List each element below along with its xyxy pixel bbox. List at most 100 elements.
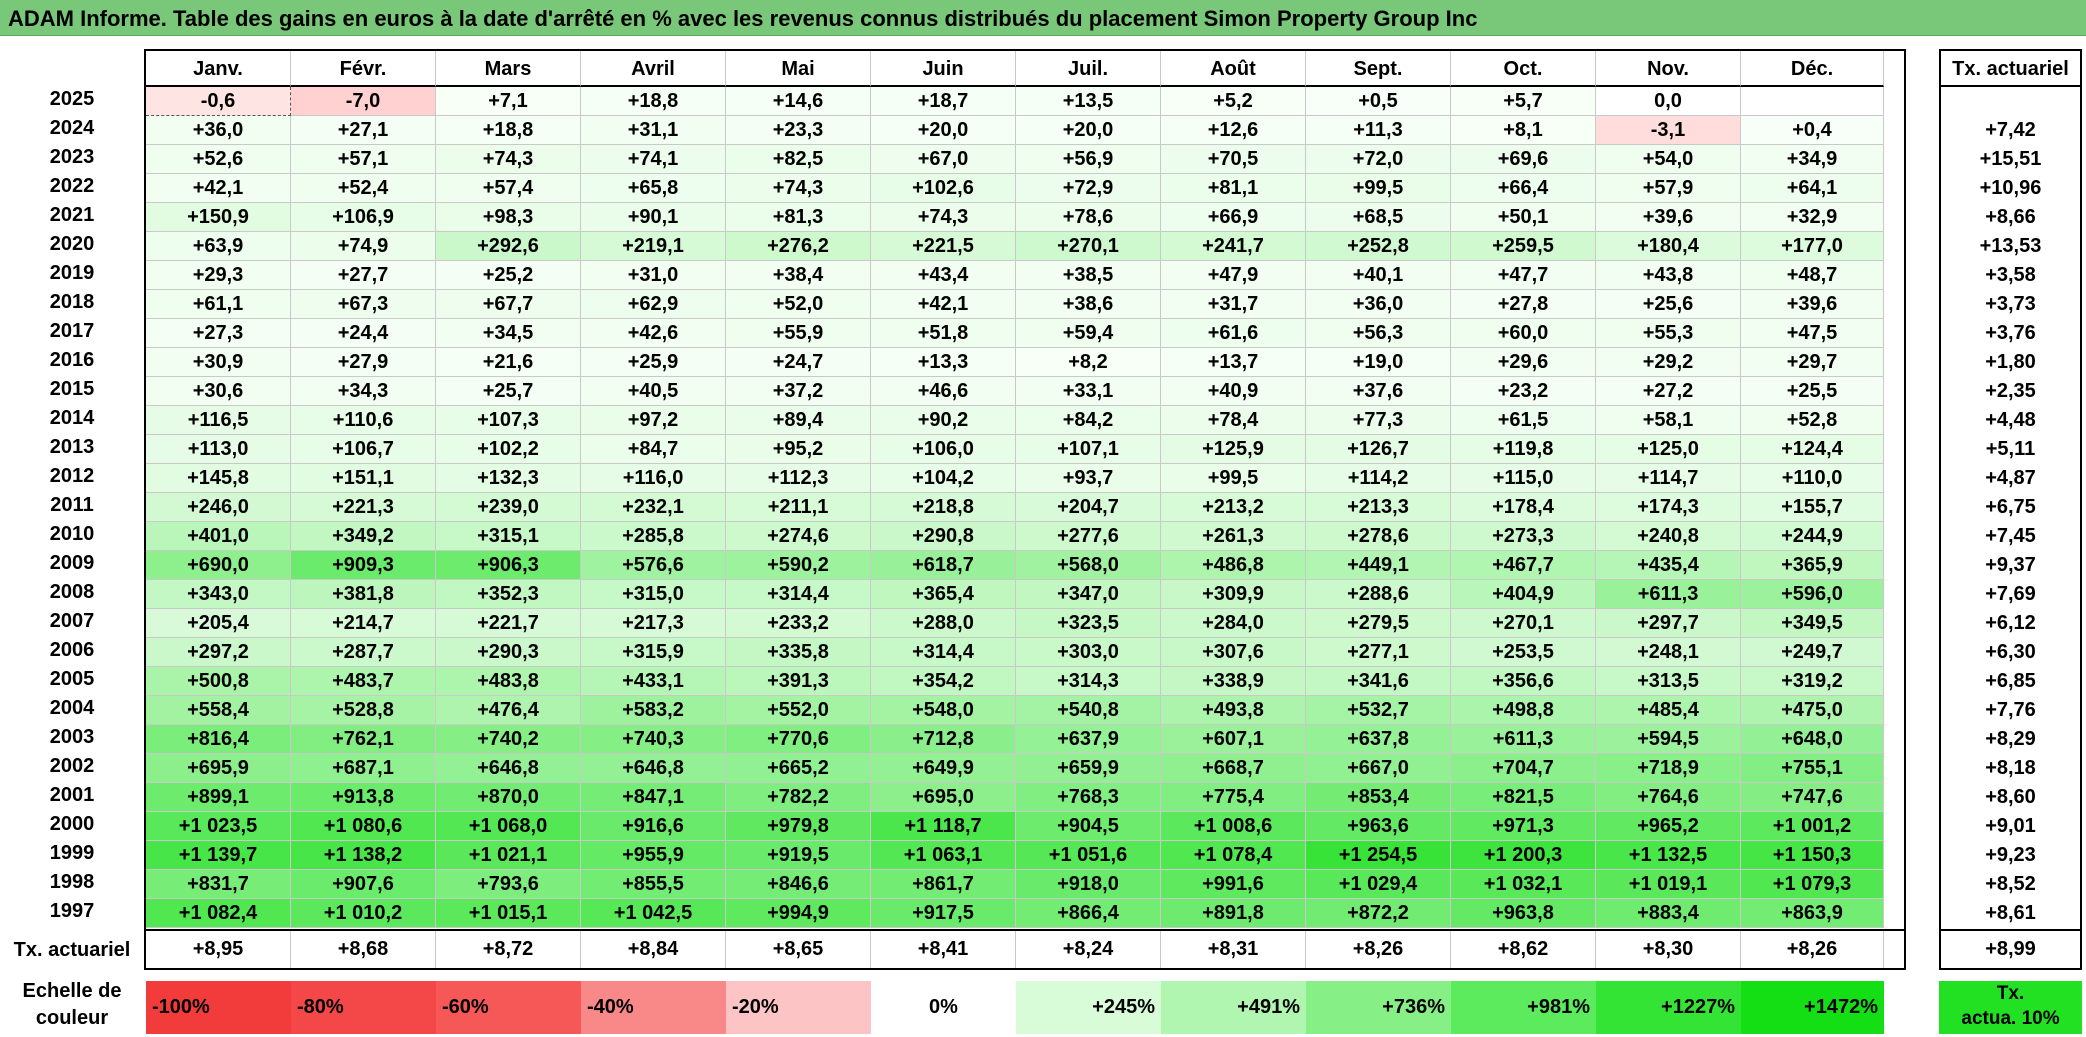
table-cell: +467,7 — [1451, 551, 1596, 580]
table-cell: +917,5 — [871, 899, 1016, 928]
table-cell: +1 015,1 — [436, 899, 581, 928]
table-cell: +18,8 — [581, 87, 726, 116]
month-header: Sept. — [1306, 51, 1451, 87]
table-cell: +67,7 — [436, 290, 581, 319]
table-cell: +214,7 — [291, 609, 436, 638]
table-cell: +106,9 — [291, 203, 436, 232]
table-cell: +594,5 — [1596, 725, 1741, 754]
annual-rate-cell: +6,30 — [1985, 641, 2036, 663]
table-cell: +25,5 — [1741, 377, 1884, 406]
table-cell: +52,8 — [1741, 406, 1884, 435]
annual-rate-value: +8,31 — [1161, 931, 1306, 968]
color-scale-label-line1: Echelle de — [22, 980, 122, 1002]
table-cell: +768,3 — [1016, 783, 1161, 812]
table-cell: +667,0 — [1306, 754, 1451, 783]
table-cell: +253,5 — [1451, 638, 1596, 667]
table-cell: +762,1 — [291, 725, 436, 754]
table-cell: +30,6 — [146, 377, 291, 406]
table-cell: +637,8 — [1306, 725, 1451, 754]
table-cell: +816,4 — [146, 725, 291, 754]
table-cell: +712,8 — [871, 725, 1016, 754]
table-cell: +611,3 — [1451, 725, 1596, 754]
table-cell: +25,7 — [436, 377, 581, 406]
annual-rate-column: Tx. actuariel +7,42 +15,51 +10,96 +8,66 +13,… — [1939, 49, 2082, 931]
table-cell: +59,4 — [1016, 319, 1161, 348]
table-cell: +102,2 — [436, 435, 581, 464]
table-cell: +1 042,5 — [581, 899, 726, 928]
table-cell: +646,8 — [436, 754, 581, 783]
annual-rate-value: +8,24 — [1016, 931, 1161, 968]
annual-rate-cell: +15,51 — [1979, 148, 2042, 170]
annual-rate-cell: +8,18 — [1985, 757, 2036, 779]
table-cell: +62,9 — [581, 290, 726, 319]
table-cell: +532,7 — [1306, 696, 1451, 725]
table-cell: +740,2 — [436, 725, 581, 754]
table-cell: +25,2 — [436, 261, 581, 290]
table-cell: +34,9 — [1741, 145, 1884, 174]
table-cell: +483,8 — [436, 667, 581, 696]
year-label: 2019 — [49, 262, 95, 284]
year-label: 2024 — [49, 117, 95, 139]
annual-rate-total: +8,99 — [1939, 931, 2082, 970]
table-cell: +38,6 — [1016, 290, 1161, 319]
table-cell: +354,2 — [871, 667, 1016, 696]
table-cell: +1 023,5 — [146, 812, 291, 841]
table-cell: +1 080,6 — [291, 812, 436, 841]
annual-rate-value: +8,95 — [146, 931, 291, 968]
year-label: 2009 — [49, 552, 95, 574]
table-cell: +637,9 — [1016, 725, 1161, 754]
annual-rate-row: Tx. actuariel +8,95 +8,68 +8,72 +8,84 +8,65 +… — [0, 931, 1906, 970]
table-cell: +315,1 — [436, 522, 581, 551]
table-cell: +568,0 — [1016, 551, 1161, 580]
table-cell: +259,5 — [1451, 232, 1596, 261]
table-cell: +493,8 — [1161, 696, 1306, 725]
table-cell: +57,9 — [1596, 174, 1741, 203]
table-cell: +246,0 — [146, 493, 291, 522]
table-cell: +23,2 — [1451, 377, 1596, 406]
table-cell: +665,2 — [726, 754, 871, 783]
table-cell: +646,8 — [581, 754, 726, 783]
annual-rate-value: +8,26 — [1306, 931, 1451, 968]
table-cell: +913,8 — [291, 783, 436, 812]
table-cell: +899,1 — [146, 783, 291, 812]
table-cell: +252,8 — [1306, 232, 1451, 261]
table-cell: +211,1 — [726, 493, 871, 522]
table-cell: +249,7 — [1741, 638, 1884, 667]
table-cell: +314,4 — [726, 580, 871, 609]
table-cell: +740,3 — [581, 725, 726, 754]
table-cell: +68,5 — [1306, 203, 1451, 232]
color-scale-rate-line1: Tx. — [1996, 983, 2025, 1004]
table-cell: +64,1 — [1741, 174, 1884, 203]
table-cell: +607,1 — [1161, 725, 1306, 754]
table-cell: +98,3 — [436, 203, 581, 232]
table-cell: +132,3 — [436, 464, 581, 493]
table-cell: +25,6 — [1596, 290, 1741, 319]
table-cell: +112,3 — [726, 464, 871, 493]
table-cell: +0,5 — [1306, 87, 1451, 116]
table-cell: +61,1 — [146, 290, 291, 319]
table-cell: +309,9 — [1161, 580, 1306, 609]
table-cell: +74,9 — [291, 232, 436, 261]
table-cell: +70,5 — [1161, 145, 1306, 174]
table-cell: +381,8 — [291, 580, 436, 609]
table-cell: +38,4 — [726, 261, 871, 290]
table-cell: +57,1 — [291, 145, 436, 174]
table-cell: +72,9 — [1016, 174, 1161, 203]
table-cell: +313,5 — [1596, 667, 1741, 696]
annual-rate-cell: +13,53 — [1979, 235, 2042, 257]
table-cell: +20,0 — [871, 116, 1016, 145]
table-cell: +13,5 — [1016, 87, 1161, 116]
month-header: Juil. — [1016, 51, 1161, 87]
table-cell: +99,5 — [1161, 464, 1306, 493]
table-cell: +290,3 — [436, 638, 581, 667]
table-cell: +8,1 — [1451, 116, 1596, 145]
table-cell: +668,7 — [1161, 754, 1306, 783]
table-cell: +33,1 — [1016, 377, 1161, 406]
year-label: 2010 — [49, 523, 95, 545]
table-cell: +500,8 — [146, 667, 291, 696]
table-cell: +150,9 — [146, 203, 291, 232]
table-cell: +596,0 — [1741, 580, 1884, 609]
table-cell: +67,0 — [871, 145, 1016, 174]
table-cell: +67,3 — [291, 290, 436, 319]
table-cell: +37,6 — [1306, 377, 1451, 406]
